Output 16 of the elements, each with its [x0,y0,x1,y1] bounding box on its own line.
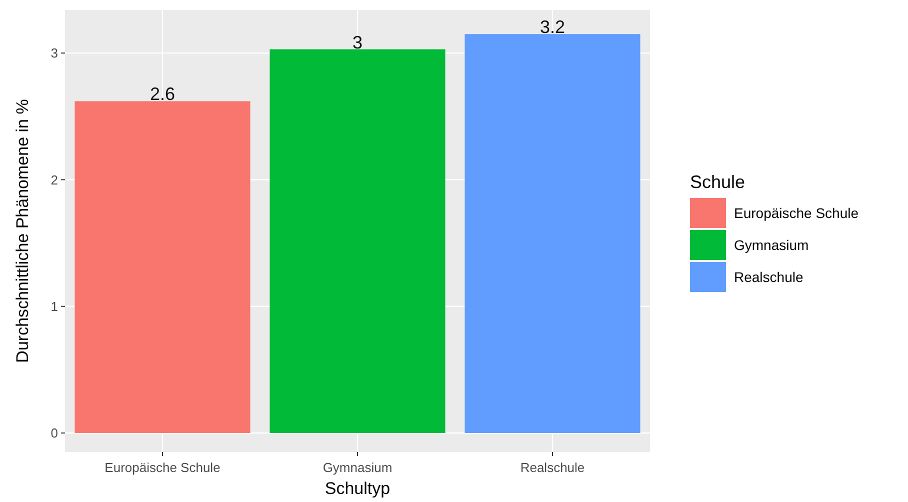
x-tick-label: Realschule [520,460,585,475]
legend-title: Schule [690,172,746,192]
y-axis-title: Durchschnittliche Phänomene in % [13,99,32,363]
legend-label: Realschule [734,268,804,285]
y-tick-label: 1 [50,298,58,314]
legend-label: Europäische Schule [734,204,859,221]
y-tick-label: 2 [50,172,58,188]
y-tick-label: 0 [50,426,58,441]
x-tick-label: Europäische Schule [104,460,220,475]
x-tick-label: Gymnasium [322,460,392,475]
legend-label: Gymnasium [734,236,809,253]
x-axis-title: Schultyp [324,479,390,498]
data-label: 2.6 [150,84,176,104]
data-label: 3.2 [540,17,566,38]
y-tick-label: 3 [50,46,58,61]
data-label: 3 [352,32,363,52]
